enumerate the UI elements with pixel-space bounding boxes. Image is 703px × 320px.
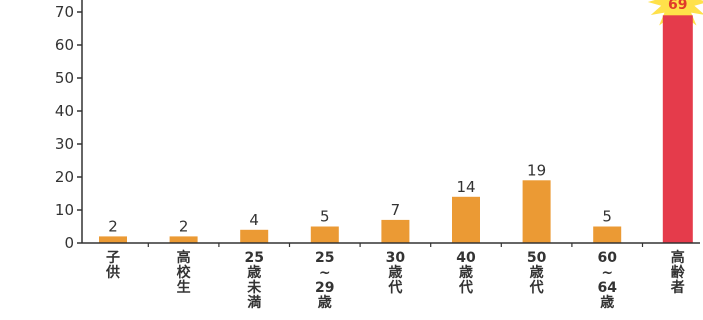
category-label-part: 生 [177, 279, 191, 296]
category-label-part: 供 [105, 264, 120, 281]
category-label-part: 未 [247, 279, 262, 296]
category-label: 30 歳代 [386, 250, 406, 296]
bar-value-label: 69 [668, 0, 687, 13]
bar [240, 229, 269, 243]
bar [593, 226, 622, 243]
bar-value-label: 19 [527, 161, 546, 179]
category-label-part: 者 [671, 280, 685, 296]
category-label: 子供 [105, 250, 120, 281]
bar [310, 226, 339, 243]
category-label-part: 歳 [600, 294, 614, 311]
category-label-part: 40 [456, 250, 476, 266]
y-tick-label: 10 [55, 201, 74, 219]
category-label: 50 歳代 [527, 250, 547, 296]
category-label-part: 代 [458, 279, 473, 296]
bar [99, 236, 127, 243]
bars-layer [99, 15, 693, 243]
category-label-part: 25 [315, 250, 334, 266]
category-label-part: 歳 [318, 294, 332, 311]
y-tick-label: 50 [55, 69, 74, 87]
bar-value-label: 2 [108, 217, 118, 235]
bar [522, 180, 551, 243]
y-tick-label: 40 [55, 102, 74, 120]
category-label-part: 代 [529, 279, 544, 296]
category-label-part: 50 [527, 250, 547, 266]
category-label-part: 歳 [388, 264, 402, 281]
category-label-part: 齢 [671, 264, 686, 281]
category-label: 高齢者 [671, 249, 686, 296]
category-label-part: 歳 [459, 264, 473, 281]
category-label-part: 満 [247, 294, 261, 311]
category-label-part: 60 [597, 250, 617, 266]
category-label-part: 30 [386, 250, 406, 266]
bar [169, 236, 198, 243]
category-label: 25 ~29 歳 [315, 250, 334, 311]
bar-value-label: 2 [179, 217, 189, 235]
category-label-part: 子 [106, 250, 120, 266]
category-label-part: 歳 [530, 264, 544, 281]
category-label-part: 64 [597, 280, 617, 296]
category-label-part: 代 [387, 279, 402, 296]
bar-value-label: 7 [391, 201, 401, 219]
category-label-part: 校 [177, 264, 192, 281]
category-label-part: 高 [177, 249, 191, 266]
category-label-part: ~ [601, 265, 613, 281]
category-label-part: 25 [244, 250, 263, 266]
y-tick-label: 30 [55, 135, 74, 153]
category-label-part: 歳 [247, 264, 261, 281]
category-label: 高校生 [177, 249, 192, 296]
category-label: 60 ~64 歳 [597, 250, 617, 311]
y-tick-label: 60 [55, 36, 74, 54]
bar-value-label: 5 [320, 208, 330, 226]
bar [662, 15, 693, 243]
y-tick-label: 70 [55, 3, 74, 21]
bar [452, 196, 480, 243]
category-label: 40 歳代 [456, 250, 476, 296]
bar [381, 219, 410, 243]
category-label-part: 高 [671, 249, 685, 266]
y-tick-label: 0 [64, 234, 74, 252]
bar-value-label: 5 [602, 208, 612, 226]
category-label-part: 29 [315, 280, 334, 296]
category-label-part: ~ [319, 265, 331, 281]
y-tick-label: 20 [55, 168, 74, 186]
category-label: 25 歳未満 [244, 250, 263, 311]
bar-value-label: 4 [249, 211, 259, 229]
axes-layer: 0 10 20 30 40 50 60 70 [55, 0, 700, 252]
bar-value-label: 14 [456, 178, 475, 196]
